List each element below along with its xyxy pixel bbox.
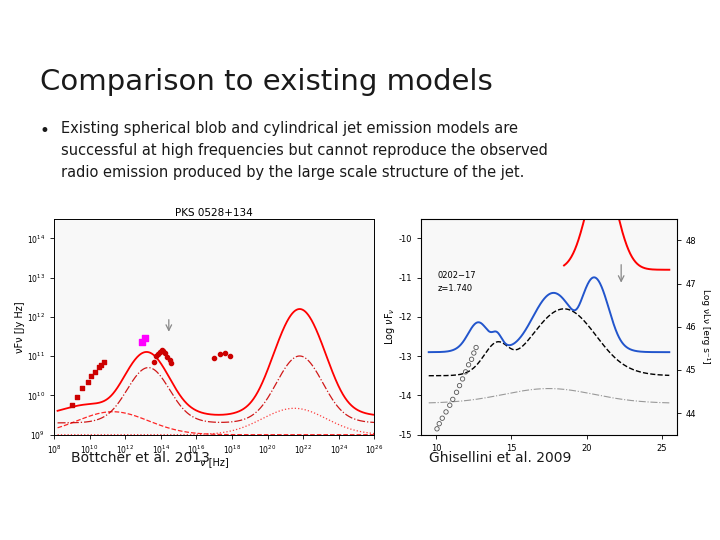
Point (156, 346, 168, 355)
Point (214, 350, 225, 359)
Point (466, 355, 477, 363)
Point (86, 372, 97, 380)
Point (89, 368, 101, 376)
Point (440, 408, 451, 416)
Point (161, 353, 173, 361)
Point (470, 343, 482, 352)
Point (98, 357, 109, 366)
Text: Comparison to existing models: Comparison to existing models (40, 68, 492, 96)
Point (460, 368, 472, 376)
Point (158, 347, 169, 356)
Y-axis label: Log $\nu$F$_\nu$: Log $\nu$F$_\nu$ (383, 308, 397, 346)
Text: •: • (40, 122, 50, 139)
Point (219, 349, 230, 357)
Point (447, 395, 459, 404)
Y-axis label: Log νLν [erg s⁻¹]: Log νLν [erg s⁻¹] (701, 289, 711, 364)
Point (456, 375, 468, 383)
Point (82, 377, 94, 386)
Point (433, 420, 445, 428)
Point (444, 401, 456, 409)
Text: Bottcher et al. 2013: Bottcher et al. 2013 (71, 451, 210, 465)
Point (160, 349, 171, 357)
Point (436, 414, 448, 422)
Point (136, 338, 148, 347)
Point (468, 349, 480, 357)
Point (66, 401, 78, 409)
Text: Ghisellini et al. 2009: Ghisellini et al. 2009 (429, 451, 572, 465)
Point (463, 361, 474, 369)
Point (150, 352, 162, 361)
Point (77, 383, 89, 392)
X-axis label: ν [Hz]: ν [Hz] (200, 457, 228, 468)
Point (454, 381, 465, 390)
Point (153, 350, 164, 359)
Point (71, 393, 83, 402)
Text: Existing spherical blob and cylindrical jet emission models are
successful at hi: Existing spherical blob and cylindrical … (61, 122, 548, 180)
Point (93, 363, 104, 372)
Point (225, 352, 236, 361)
Y-axis label: νFν [Jy Hz]: νFν [Jy Hz] (15, 301, 25, 353)
Point (96, 361, 107, 369)
Point (154, 348, 166, 356)
Title: PKS 0528+134: PKS 0528+134 (176, 208, 253, 218)
Text: 0202−17: 0202−17 (438, 271, 477, 280)
Point (209, 354, 220, 362)
Text: z=1.740: z=1.740 (438, 285, 473, 293)
Point (166, 359, 177, 368)
Point (431, 424, 443, 433)
Point (148, 357, 159, 366)
Point (451, 388, 462, 396)
Point (164, 356, 176, 364)
Point (139, 334, 150, 343)
